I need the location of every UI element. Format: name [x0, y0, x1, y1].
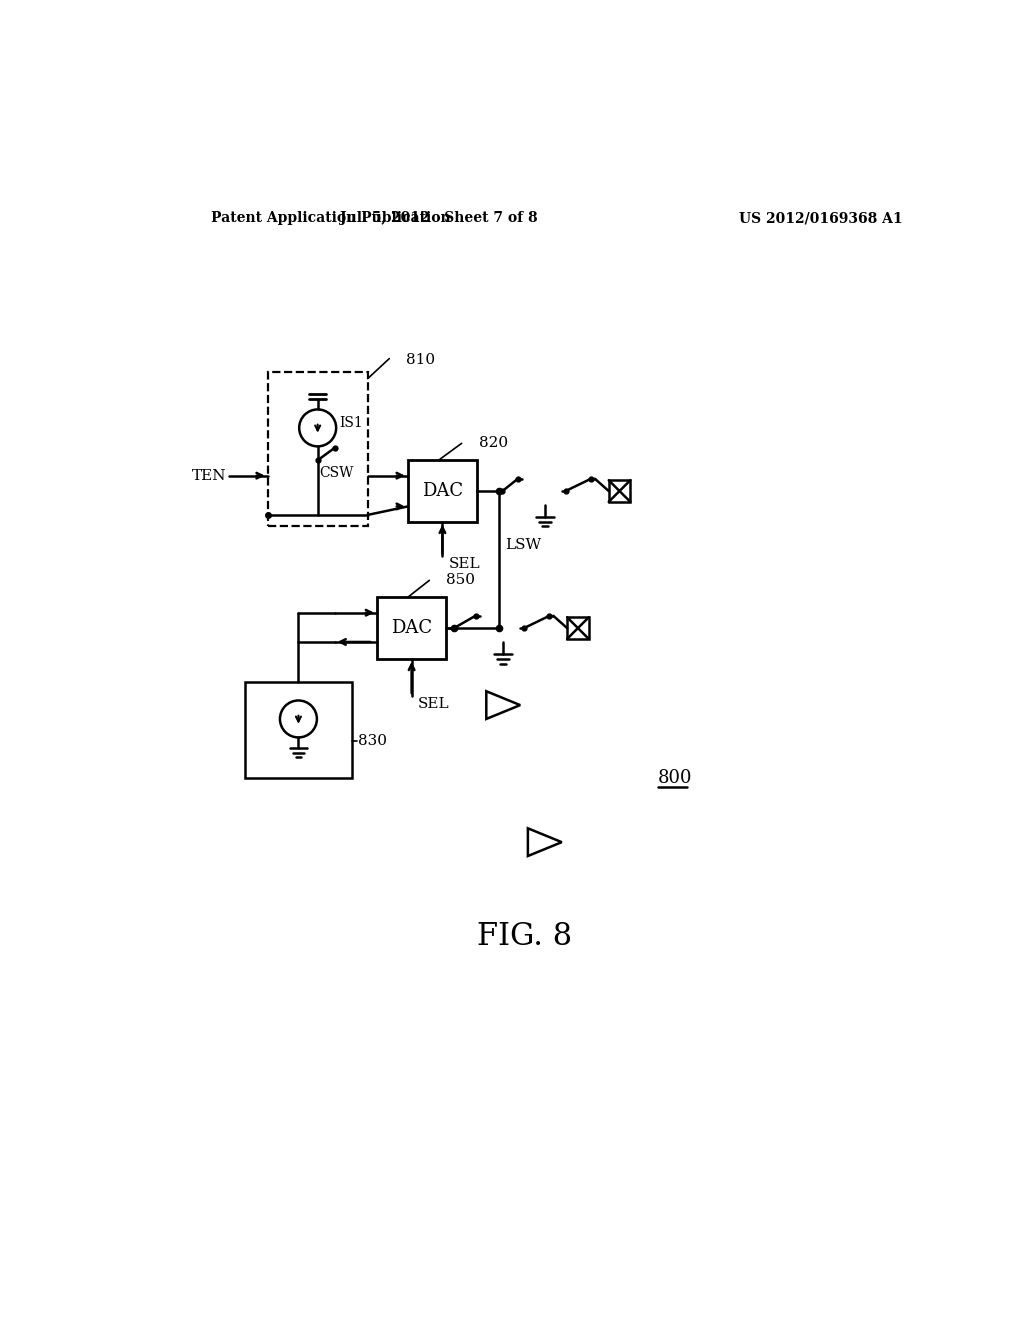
- Text: FIG. 8: FIG. 8: [477, 920, 572, 952]
- Text: SEL: SEL: [418, 697, 450, 710]
- Circle shape: [299, 409, 336, 446]
- Bar: [267, 372, 368, 527]
- Text: 830: 830: [358, 734, 387, 748]
- Bar: [567, 618, 589, 639]
- Bar: [377, 597, 446, 659]
- Text: IS1: IS1: [339, 416, 362, 430]
- Text: DAC: DAC: [391, 619, 432, 638]
- Text: LSW: LSW: [505, 539, 541, 552]
- Bar: [408, 461, 477, 521]
- Text: DAC: DAC: [422, 482, 463, 500]
- Bar: [245, 682, 352, 779]
- Text: TEN: TEN: [191, 469, 226, 483]
- Text: 800: 800: [658, 770, 692, 787]
- Text: 820: 820: [478, 437, 508, 450]
- Text: Patent Application Publication: Patent Application Publication: [211, 211, 451, 226]
- Text: CSW: CSW: [319, 466, 353, 479]
- Text: Jul. 5, 2012   Sheet 7 of 8: Jul. 5, 2012 Sheet 7 of 8: [340, 211, 538, 226]
- Text: US 2012/0169368 A1: US 2012/0169368 A1: [739, 211, 902, 226]
- Text: 850: 850: [446, 573, 475, 587]
- Text: SEL: SEL: [449, 557, 480, 572]
- Circle shape: [280, 701, 316, 738]
- Bar: [608, 480, 631, 502]
- Text: 810: 810: [407, 354, 435, 367]
